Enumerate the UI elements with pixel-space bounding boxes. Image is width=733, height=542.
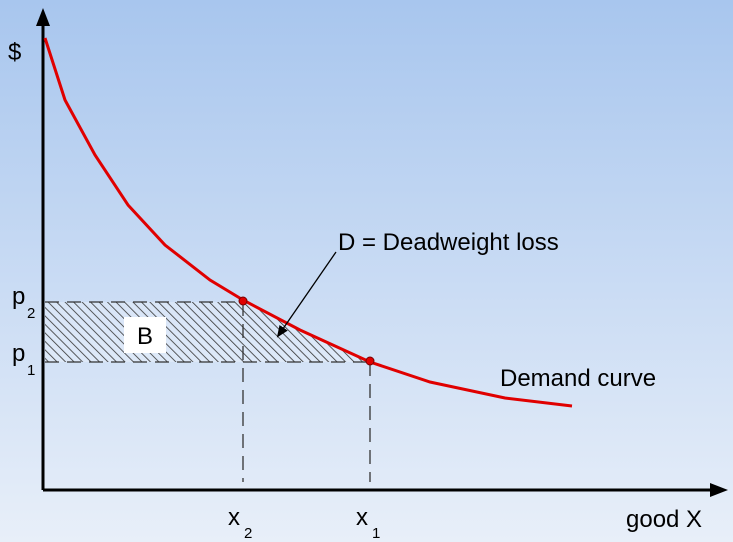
demand-curve [43, 37, 573, 408]
b-label-box [124, 317, 166, 353]
d-arrow [276, 251, 337, 338]
point-x2 [238, 296, 248, 306]
quantity-subscript: 2 [244, 525, 252, 542]
price-subscript: 1 [27, 362, 35, 379]
point-x1 [365, 356, 375, 366]
x-axis-label: good X [626, 506, 702, 533]
quantity-symbol: x [228, 504, 240, 531]
region-b-label: B [137, 323, 153, 350]
y-axis-label: $ [8, 39, 21, 66]
price-symbol: p [12, 340, 25, 367]
x-axis-arrow [710, 483, 728, 497]
quantity-subscript: 1 [372, 525, 380, 542]
price-subscript: 2 [27, 305, 35, 322]
price-symbol: p [12, 283, 25, 310]
region-d [243, 302, 370, 362]
curve-label: Demand curve [500, 365, 656, 392]
y-axis-arrow [36, 8, 50, 26]
quantity-symbol: x [356, 504, 368, 531]
region-d-label: D = Deadweight loss [338, 229, 559, 256]
